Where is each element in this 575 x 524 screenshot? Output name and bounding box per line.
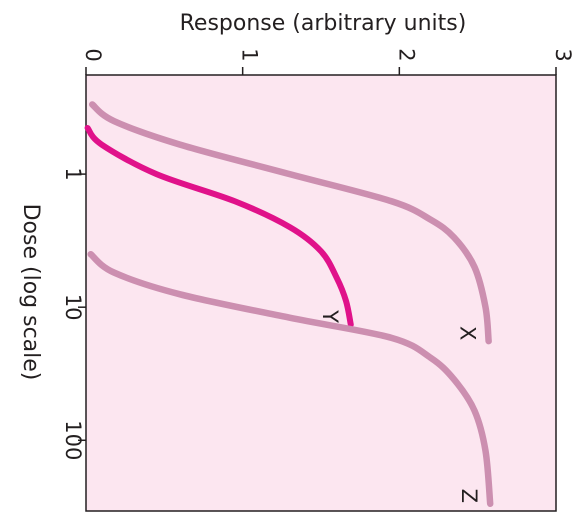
curve-label-x: X [456,326,480,340]
dose-tick-label: 1 [61,167,85,180]
y-axis-title: Response (arbitrary units) [180,11,467,36]
ticks: 0 1 2 3 1 10 100 [61,48,575,460]
response-tick-label: 0 [81,48,105,61]
curve-z [87,250,494,508]
curve-x [89,101,492,345]
dose-tick-label: 10 [61,294,85,321]
response-tick-label: 1 [238,48,262,61]
response-tick-label: 3 [551,48,575,61]
curves [84,101,494,508]
labels: X Y Z [318,309,481,503]
curve-label-y: Y [318,309,342,323]
curve-label-z: Z [457,489,481,503]
response-tick-label: 2 [394,48,418,61]
curve-y [84,124,354,328]
x-axis-title: Dose (log scale) [18,204,43,381]
dose-tick-label: 100 [61,420,85,460]
